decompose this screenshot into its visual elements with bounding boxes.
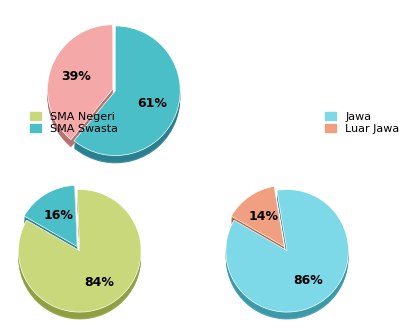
Wedge shape [74, 32, 180, 161]
Wedge shape [74, 28, 180, 157]
Wedge shape [48, 31, 112, 145]
Wedge shape [74, 26, 180, 155]
Wedge shape [18, 189, 141, 312]
Wedge shape [231, 192, 284, 252]
Wedge shape [226, 197, 349, 319]
Wedge shape [74, 31, 180, 160]
Wedge shape [226, 192, 349, 314]
Wedge shape [24, 191, 77, 252]
Wedge shape [24, 185, 77, 247]
Wedge shape [18, 195, 141, 317]
Text: 39%: 39% [61, 70, 90, 83]
Wedge shape [231, 194, 284, 254]
Wedge shape [231, 187, 284, 248]
Wedge shape [18, 193, 141, 315]
Text: 61%: 61% [137, 97, 167, 111]
Wedge shape [74, 30, 180, 159]
Wedge shape [18, 191, 141, 314]
Wedge shape [48, 33, 112, 148]
Wedge shape [18, 196, 141, 318]
Wedge shape [226, 189, 349, 312]
Wedge shape [231, 191, 284, 251]
Wedge shape [48, 27, 112, 142]
Wedge shape [226, 195, 349, 317]
Wedge shape [18, 194, 141, 316]
Wedge shape [18, 197, 141, 319]
Text: 14%: 14% [249, 210, 278, 223]
Text: 86%: 86% [293, 275, 323, 287]
Wedge shape [18, 190, 141, 313]
Wedge shape [74, 33, 180, 162]
Wedge shape [74, 34, 180, 163]
Wedge shape [24, 189, 77, 250]
Wedge shape [18, 192, 141, 314]
Wedge shape [231, 193, 284, 253]
Wedge shape [226, 193, 349, 315]
Wedge shape [48, 28, 112, 143]
Legend: SMA Negeri, SMA Swasta: SMA Negeri, SMA Swasta [29, 111, 119, 135]
Wedge shape [48, 25, 112, 140]
Wedge shape [24, 192, 77, 253]
Wedge shape [24, 193, 77, 254]
Text: 84%: 84% [84, 276, 114, 289]
Wedge shape [226, 191, 349, 314]
Wedge shape [226, 190, 349, 313]
Legend: Jawa, Luar Jawa: Jawa, Luar Jawa [324, 111, 401, 135]
Wedge shape [231, 188, 284, 248]
Wedge shape [231, 190, 284, 250]
Wedge shape [24, 186, 77, 247]
Wedge shape [48, 30, 112, 144]
Wedge shape [48, 32, 112, 147]
Wedge shape [24, 190, 77, 251]
Wedge shape [48, 25, 112, 140]
Wedge shape [231, 186, 284, 247]
Wedge shape [48, 26, 112, 141]
Wedge shape [74, 29, 180, 158]
Wedge shape [74, 27, 180, 156]
Wedge shape [24, 188, 77, 249]
Wedge shape [24, 187, 77, 248]
Wedge shape [226, 194, 349, 316]
Text: 16%: 16% [43, 209, 73, 222]
Wedge shape [226, 196, 349, 318]
Wedge shape [231, 189, 284, 249]
